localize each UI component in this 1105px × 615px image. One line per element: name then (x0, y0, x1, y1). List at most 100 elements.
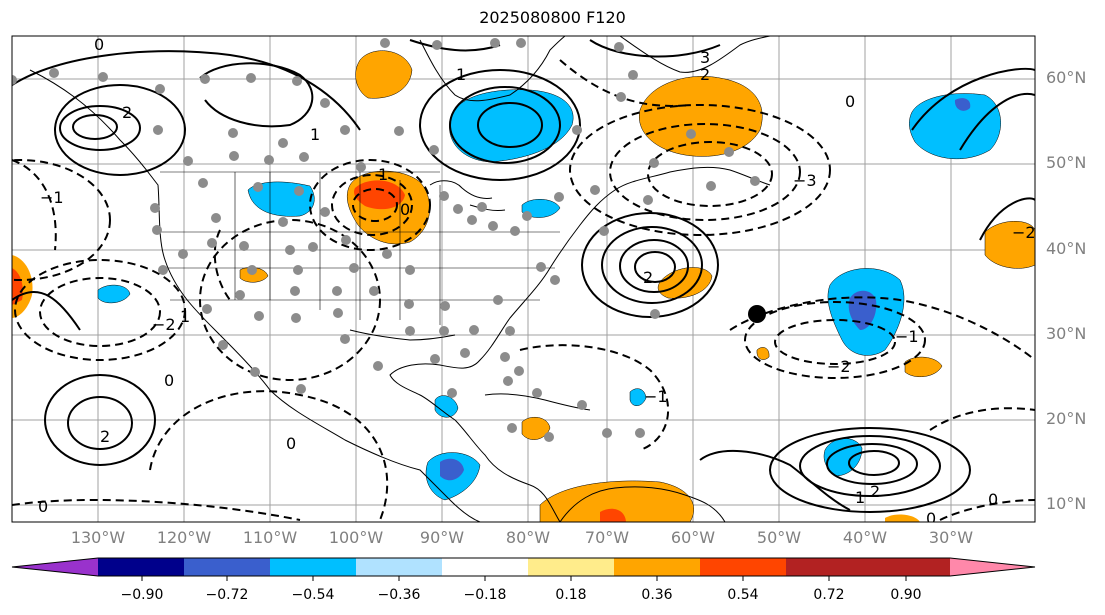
colorbar-tick-label: 0.18 (555, 587, 587, 603)
blue-area (434, 395, 459, 418)
contour-label: −1 (40, 188, 64, 207)
latitude-label: 30°N (1046, 324, 1087, 343)
longitude-label: 80°W (505, 528, 551, 547)
longitude-label: 130°W (70, 528, 126, 547)
orange-area (904, 356, 943, 378)
red-area (600, 508, 626, 522)
colorbar-tick-label: −0.36 (377, 587, 421, 603)
contour-label: −2 (827, 357, 851, 376)
orange-area (521, 416, 551, 440)
map-frame (11, 35, 1036, 523)
colorbar-tick-label: 0.72 (813, 587, 845, 603)
dark-blue-area (848, 290, 877, 330)
orange-area (885, 514, 920, 522)
shaded-fields (12, 50, 1035, 522)
orange-area (539, 480, 694, 522)
colorbar-tick-label: −0.54 (291, 587, 335, 603)
colorbar-min-extend (12, 558, 98, 576)
colorbar-swatch (270, 558, 356, 576)
contour-label: 1 (855, 488, 865, 507)
contour-label-group: 0 2 −1 1 −2 3 −3 2 1 0 2 −1 1 2 −2 0 0 −… (38, 35, 1036, 528)
contour-label: −1 (895, 327, 919, 346)
colorbar-swatch (872, 558, 950, 576)
contour-label: 1 (456, 65, 466, 84)
south-america-coast (559, 486, 726, 522)
contour-label: 0 (94, 35, 104, 54)
latitude-label: 60°N (1046, 68, 1087, 87)
contour-label: −2 (152, 315, 176, 334)
contour-label: 3 (700, 48, 710, 67)
longitude-label: 40°W (842, 528, 888, 547)
colorbar (11, 557, 1036, 581)
contour-label: 2 (100, 427, 110, 446)
latitude-label: 50°N (1046, 153, 1087, 172)
contour-label: 0 (926, 509, 936, 528)
contour-label: 2 (643, 268, 653, 287)
colorbar-tick-label: 0.36 (641, 587, 673, 603)
colorbar-swatch (184, 558, 270, 576)
contour-label: −3 (793, 171, 817, 190)
dark-blue-area (440, 458, 464, 481)
colorbar-ticks (141, 576, 907, 581)
colorbar-swatch (700, 558, 786, 576)
orange-area (756, 347, 770, 360)
colorbar-swatch (786, 558, 872, 576)
colorbar-swatch (614, 558, 700, 576)
colorbar-tick-label: 0.54 (727, 587, 759, 603)
highlight-marker (748, 305, 766, 323)
contour-label: −2 (1012, 223, 1036, 242)
contour-label: −1 (644, 387, 668, 406)
longitude-label: 90°W (419, 528, 465, 547)
contour-label: 0 (845, 92, 855, 111)
latitude-label: 20°N (1046, 409, 1087, 428)
contour-label: 0 (988, 490, 998, 509)
colorbar-swatch (528, 558, 614, 576)
longitude-label: 60°W (670, 528, 716, 547)
colorbar-swatch (356, 558, 442, 576)
blue-area (629, 388, 647, 406)
colorbar-swatch (442, 558, 528, 576)
colorbar-tick-label: 0.90 (890, 587, 922, 603)
colorbar-tick-label: −0.72 (205, 587, 249, 603)
contour-label: 2 (122, 103, 132, 122)
hudson-bay-coast (419, 36, 566, 102)
cuba (484, 393, 591, 411)
solid-contours (12, 39, 1035, 513)
longitude-label: 100°W (328, 528, 384, 547)
colorbar-outline (11, 557, 1036, 577)
colorbar-swatch (98, 558, 184, 576)
blue-area (449, 89, 574, 163)
station-markers (12, 38, 760, 442)
colorbar-tick-label: −0.90 (120, 587, 164, 603)
contour-label: 0 (38, 497, 48, 516)
contour-label: 0 (164, 371, 174, 390)
colorbar-max-extend (950, 558, 1035, 576)
red-area (354, 180, 405, 210)
gulf-coast (349, 329, 456, 341)
coastline-west (29, 69, 481, 522)
orange-area (984, 221, 1035, 269)
contour-label: 1 (378, 165, 388, 184)
latitude-label: 10°N (1046, 494, 1087, 513)
contour-label: 1 (180, 307, 190, 326)
orange-area (355, 50, 413, 99)
longitude-label: 110°W (242, 528, 298, 547)
contour-label: 2 (870, 482, 880, 501)
longitude-label: 30°W (928, 528, 974, 547)
dashed-contours (12, 59, 1035, 521)
coastline-east (389, 166, 771, 522)
longitude-label: 50°W (756, 528, 802, 547)
dark-blue-area (954, 98, 971, 111)
colorbar-tick-label: −0.18 (463, 587, 507, 603)
contour-label: 0 (400, 200, 410, 219)
contour-label: 2 (700, 65, 710, 84)
blue-area (909, 93, 1001, 160)
latitude-label: 40°N (1046, 239, 1087, 258)
longitude-label: 70°W (584, 528, 630, 547)
contour-label: 1 (310, 125, 320, 144)
map-title: 2025080800 F120 (479, 8, 626, 27)
contour-label: 0 (286, 434, 296, 453)
orange-area (638, 76, 763, 157)
blue-area (97, 284, 131, 304)
